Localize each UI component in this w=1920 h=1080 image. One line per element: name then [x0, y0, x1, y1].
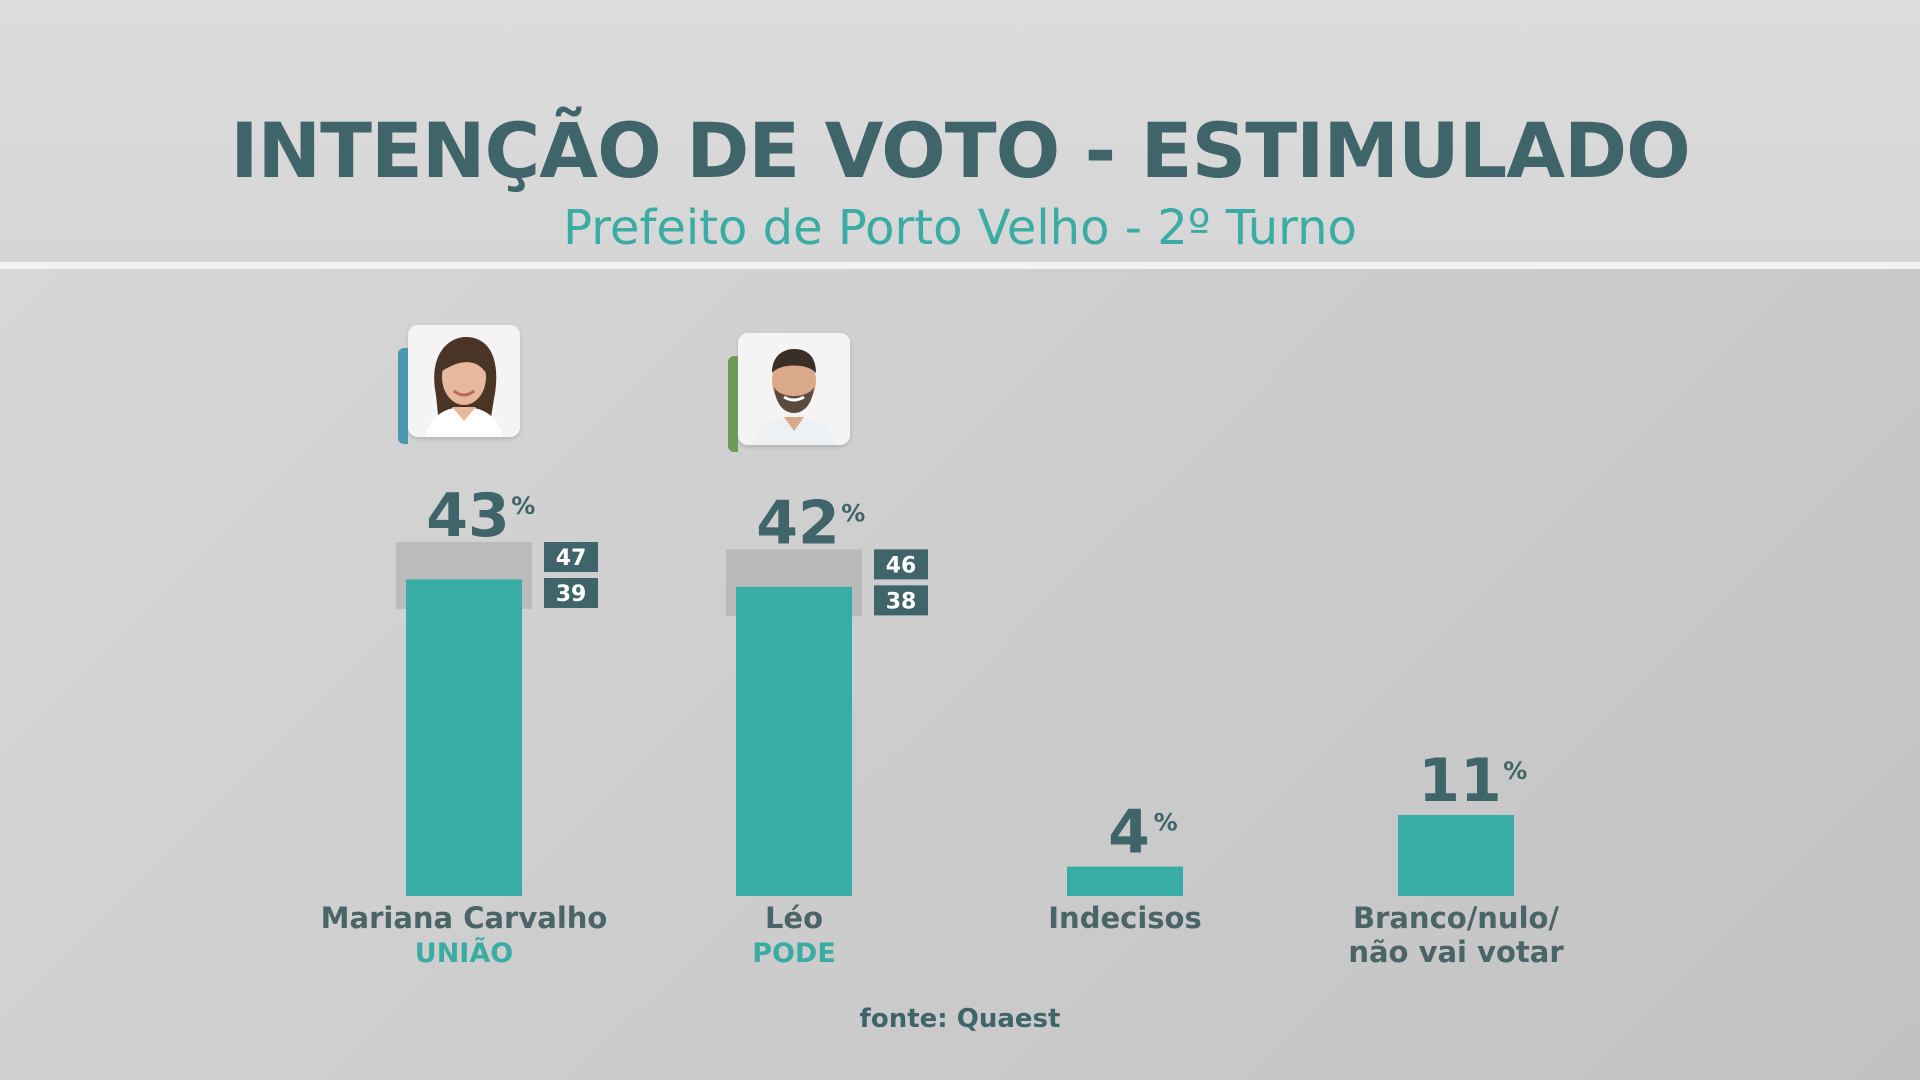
bar	[406, 579, 522, 896]
range-high-box	[544, 542, 598, 572]
candidate-photo-leo-icon	[738, 333, 850, 445]
tick-label: não vai votar	[1348, 935, 1564, 969]
photo-accent-mariana	[398, 348, 408, 444]
header: INTENÇÃO DE VOTO - ESTIMULADO Prefeito d…	[0, 0, 1920, 262]
header-divider	[0, 262, 1920, 269]
data-label: 43	[426, 481, 510, 551]
data-label: 42	[756, 488, 840, 558]
data-label: 4	[1108, 798, 1150, 868]
range-low-box	[874, 585, 928, 616]
party-label: PODE	[752, 938, 836, 969]
photo-accent-leo	[728, 356, 738, 452]
bar	[736, 586, 852, 896]
range-high-label: 46	[886, 553, 917, 578]
candidate-photo-mariana-icon	[408, 325, 520, 437]
range-low-box	[544, 578, 598, 608]
tick-label: Indecisos	[1048, 901, 1201, 935]
data-label-unit: %	[841, 499, 865, 527]
range-low-label: 38	[886, 589, 917, 614]
tick-label: Mariana Carvalho	[321, 901, 608, 935]
source-note: fonte: Quaest	[859, 1004, 1061, 1034]
data-label-unit: %	[511, 492, 535, 520]
data-label: 11	[1418, 746, 1502, 816]
chart-subtitle: Prefeito de Porto Velho - 2º Turno	[563, 200, 1357, 256]
bar	[1398, 815, 1514, 896]
tick-label: Branco/nulo/	[1353, 901, 1559, 935]
range-high-box	[874, 549, 928, 580]
party-label: UNIÃO	[415, 937, 513, 969]
bar	[1067, 866, 1183, 896]
chart-title: INTENÇÃO DE VOTO - ESTIMULADO	[230, 106, 1690, 195]
range-high-label: 47	[556, 546, 587, 571]
range-low-label: 39	[556, 582, 587, 607]
data-label-unit: %	[1154, 809, 1178, 837]
data-label-unit: %	[1503, 757, 1527, 785]
tick-label: Léo	[765, 901, 823, 935]
